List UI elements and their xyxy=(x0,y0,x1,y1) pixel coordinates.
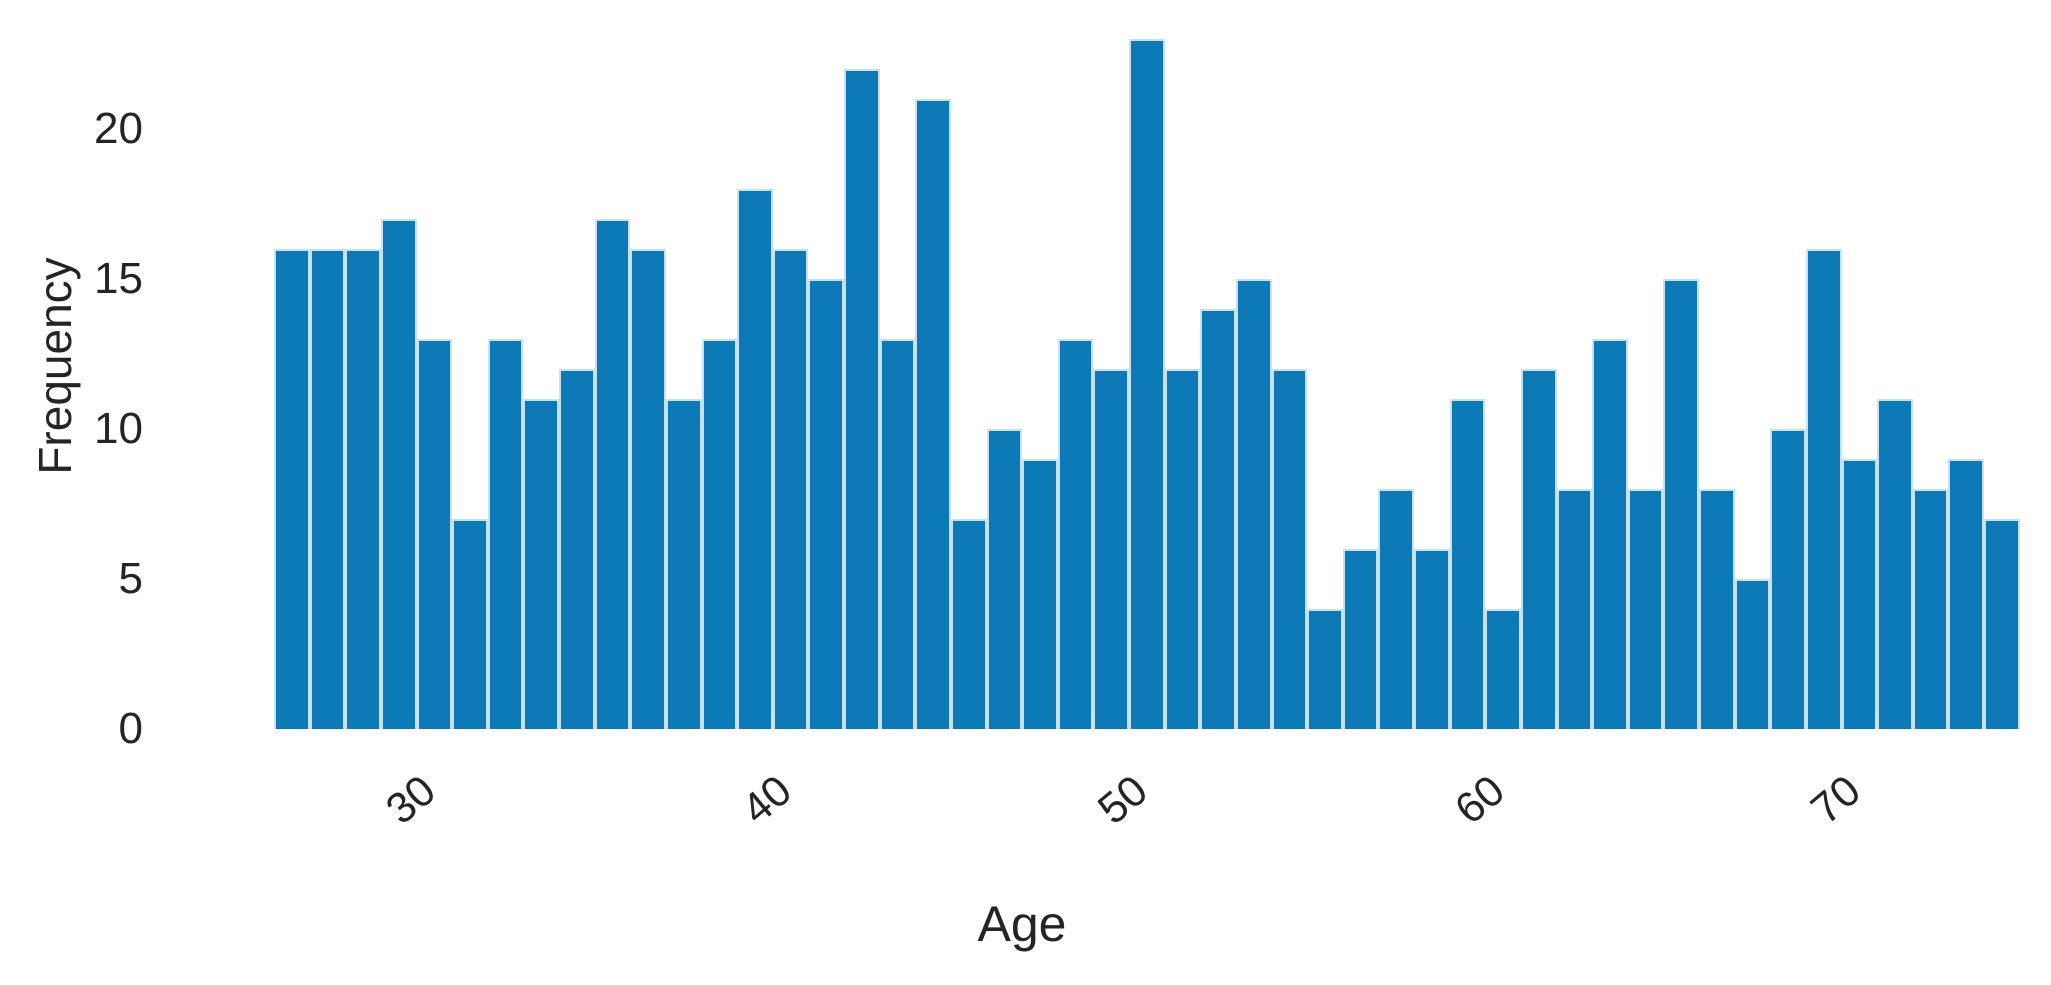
histogram-bar xyxy=(559,369,595,729)
histogram-bar xyxy=(1057,339,1094,729)
x-tick-label: 70 xyxy=(1802,766,1870,834)
histogram-bar xyxy=(1414,549,1450,729)
y-tick-label: 5 xyxy=(118,554,143,603)
histogram-bar xyxy=(1200,309,1236,729)
histogram-bar xyxy=(986,429,1023,729)
histogram-bar xyxy=(1449,399,1486,729)
histogram-bar xyxy=(1770,429,1806,729)
histogram-bar xyxy=(1378,489,1414,729)
histogram-bar xyxy=(1877,399,1913,729)
histogram-bars xyxy=(274,36,2020,729)
histogram-bar xyxy=(665,399,702,729)
histogram-bar xyxy=(1592,339,1628,729)
x-tick-label: 60 xyxy=(1445,766,1514,834)
x-tick-label: 50 xyxy=(1089,766,1157,834)
histogram-bar xyxy=(879,339,916,729)
histogram-bar xyxy=(274,249,310,729)
histogram-bar xyxy=(1520,369,1557,729)
histogram-bar xyxy=(1271,369,1308,729)
histogram-bar xyxy=(1129,39,1165,729)
histogram-bar xyxy=(380,219,417,729)
x-axis-title: Age xyxy=(977,896,1067,952)
histogram-bar xyxy=(1663,279,1699,729)
histogram-bar xyxy=(1342,549,1379,729)
histogram-bar xyxy=(1984,519,2020,729)
x-tick-label: 40 xyxy=(733,766,801,834)
histogram-bar xyxy=(1164,369,1201,729)
histogram-bar xyxy=(737,189,773,729)
histogram-bar xyxy=(1699,489,1735,729)
histogram-bar xyxy=(844,69,880,729)
histogram-bar xyxy=(452,519,488,729)
histogram-bar xyxy=(630,249,666,729)
histogram-bar xyxy=(345,249,381,729)
histogram-bar xyxy=(1912,489,1949,729)
histogram-bar xyxy=(1556,489,1593,729)
histogram-bar xyxy=(416,339,453,729)
histogram-bar xyxy=(915,99,951,729)
histogram-bar xyxy=(1805,249,1842,729)
histogram-bar xyxy=(1235,279,1272,729)
histogram-bar xyxy=(1948,459,1984,729)
histogram-bar xyxy=(1841,459,1878,729)
histogram-bar xyxy=(1307,609,1343,729)
histogram-bar xyxy=(594,219,631,729)
y-tick-label: 15 xyxy=(94,254,143,303)
y-tick-label: 20 xyxy=(94,104,143,153)
histogram-bar xyxy=(1093,369,1129,729)
histogram-bar xyxy=(1734,579,1771,729)
histogram-bar xyxy=(808,279,844,729)
x-tick-label: 30 xyxy=(376,766,445,834)
histogram-bar xyxy=(523,399,559,729)
y-tick-label: 0 xyxy=(118,704,143,753)
histogram-bar xyxy=(772,249,809,729)
histogram-bar xyxy=(309,249,346,729)
y-tick-label: 10 xyxy=(94,404,143,453)
histogram-bar xyxy=(1485,609,1521,729)
histogram-bar xyxy=(1627,489,1664,729)
histogram-bar xyxy=(1022,459,1058,729)
histogram-bar xyxy=(950,519,987,729)
histogram-bar xyxy=(487,339,524,729)
histogram-bar xyxy=(701,339,738,729)
